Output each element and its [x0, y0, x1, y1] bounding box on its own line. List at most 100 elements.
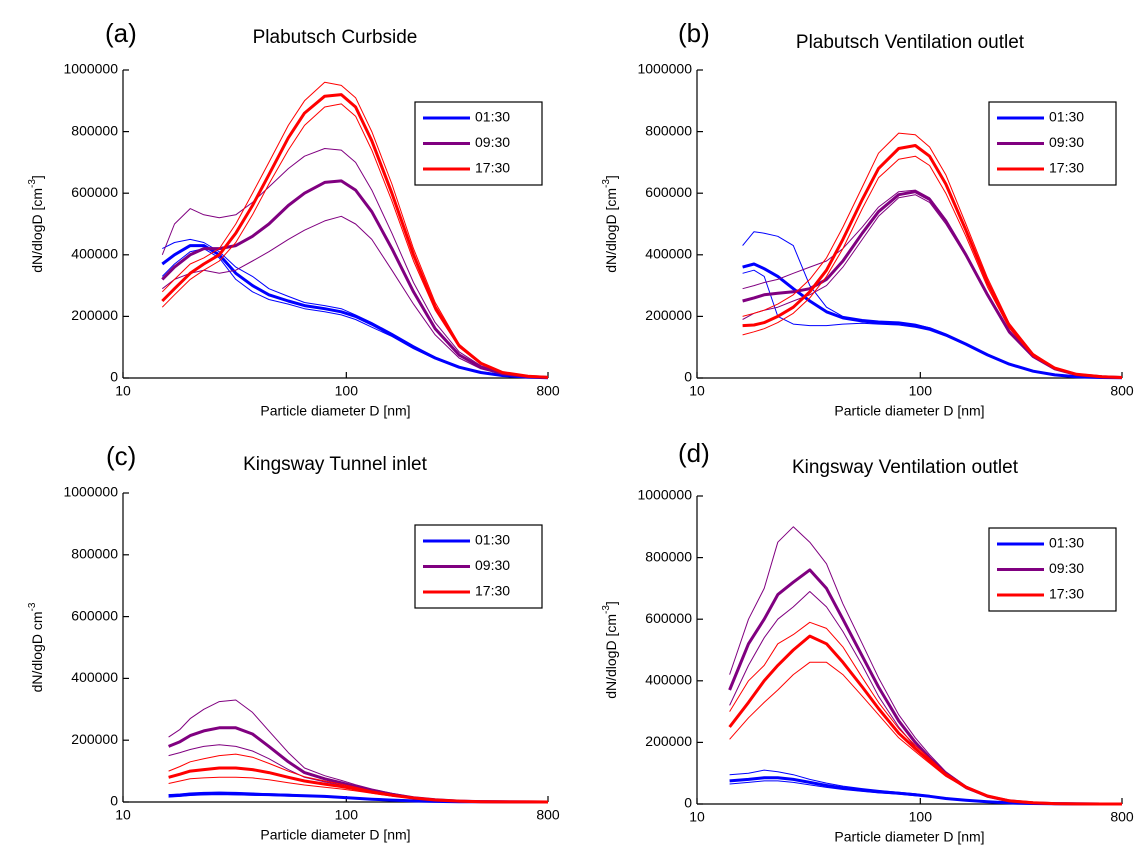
y-tick-label: 1000000 — [63, 61, 118, 77]
legend-label: 01:30 — [475, 109, 510, 125]
y-label-end: ] — [603, 175, 619, 179]
bound-line — [742, 269, 1123, 379]
y-tick-label: 200000 — [645, 733, 692, 749]
bound-line — [729, 661, 1122, 805]
y-tick-label: 400000 — [645, 246, 692, 262]
bound-line — [161, 148, 549, 378]
y-tick-label: 200000 — [645, 307, 692, 323]
panel: (d) Kingsway Ventilation outlet 0 200000 400… — [601, 438, 1134, 845]
y-tick-label: 1000000 — [63, 484, 118, 500]
y-label-end: ] — [603, 601, 619, 605]
x-tick-label: 800 — [1110, 383, 1134, 399]
x-tick-label: 10 — [689, 809, 705, 825]
panel-tag: (d) — [678, 438, 710, 468]
series-line — [168, 766, 549, 804]
y-label-text: dN/dlogD cm — [29, 611, 45, 692]
y-tick-label: 600000 — [71, 607, 118, 623]
y-tick-label: 800000 — [71, 546, 118, 562]
bound-line — [729, 769, 1122, 805]
legend-label: 17:30 — [475, 160, 510, 176]
bound-line — [742, 194, 1123, 379]
panel-title: Plabutsch Curbside — [253, 27, 418, 48]
y-tick-label: 800000 — [645, 122, 692, 138]
series-line — [161, 179, 549, 379]
y-tick-label: 600000 — [645, 184, 692, 200]
legend-box — [414, 101, 543, 186]
y-tick-label: 800000 — [645, 548, 692, 564]
y-tick-label: 400000 — [71, 669, 118, 685]
legend-label: 09:30 — [475, 134, 510, 150]
bound-line — [161, 248, 549, 379]
y-label-text: dN/dlogD [cm — [603, 614, 619, 699]
y-axis-label: dN/dlogD [cm-3] — [601, 175, 619, 273]
panel: (c) Kingsway Tunnel inlet 0 200000 400000 600… — [27, 441, 560, 843]
legend-label: 09:30 — [475, 557, 510, 573]
legend-label: 17:30 — [1049, 160, 1084, 176]
y-label-sup: -3 — [601, 605, 612, 614]
y-tick-label: 400000 — [645, 672, 692, 688]
legend-label: 01:30 — [1049, 535, 1084, 551]
x-axis-label: Particle diameter D [nm] — [260, 827, 410, 843]
panel: (a) Plabutsch Curbside 0 200000 400000 600000… — [27, 18, 560, 419]
bound-line — [729, 621, 1123, 805]
bound-line — [729, 780, 1122, 805]
y-tick-label: 600000 — [645, 610, 692, 626]
y-label-sup: -3 — [27, 179, 38, 188]
y-axis-label: dN/dlogD cm-3 — [27, 602, 45, 692]
y-axis-label: dN/dlogD [cm-3] — [27, 175, 45, 273]
series-line — [742, 144, 1123, 379]
y-label-sup: -3 — [601, 179, 612, 188]
bound-line — [161, 215, 549, 378]
legend-label: 17:30 — [1049, 586, 1084, 602]
x-tick-label: 100 — [335, 807, 359, 823]
y-label-sup: -3 — [27, 602, 38, 611]
y-tick-label: 1000000 — [637, 487, 692, 503]
y-tick-label: 200000 — [71, 731, 118, 747]
y-label-end: ] — [29, 175, 45, 179]
y-tick-label: 0 — [684, 795, 692, 811]
x-tick-label: 800 — [536, 383, 560, 399]
legend: 01:30 09:30 17:30 — [988, 527, 1117, 612]
bound-line — [742, 155, 1123, 379]
x-tick-label: 10 — [115, 807, 131, 823]
legend-label: 01:30 — [1049, 109, 1084, 125]
y-tick-label: 1000000 — [637, 61, 692, 77]
bound-line — [729, 591, 1122, 805]
x-tick-label: 100 — [909, 809, 933, 825]
legend: 01:30 09:30 17:30 — [988, 101, 1117, 186]
y-tick-label: 400000 — [71, 246, 118, 262]
y-tick-label: 0 — [110, 369, 118, 385]
x-tick-label: 800 — [1110, 809, 1134, 825]
x-axis-label: Particle diameter D [nm] — [260, 403, 410, 419]
panel-tag: (a) — [105, 18, 137, 48]
bound-line — [742, 231, 1123, 379]
bound-line — [742, 189, 1123, 378]
x-tick-label: 100 — [909, 383, 933, 399]
y-tick-label: 600000 — [71, 184, 118, 200]
y-tick-label: 200000 — [71, 307, 118, 323]
panel-title: Kingsway Tunnel inlet — [243, 454, 427, 475]
y-label-text: dN/dlogD [cm — [603, 188, 619, 273]
legend-label: 09:30 — [1049, 134, 1084, 150]
x-tick-label: 800 — [536, 807, 560, 823]
series-line — [742, 190, 1123, 379]
x-axis-label: Particle diameter D [nm] — [834, 403, 984, 419]
panel-tag: (c) — [106, 441, 136, 471]
series-line — [742, 262, 1123, 380]
y-tick-label: 800000 — [71, 122, 118, 138]
x-tick-label: 10 — [115, 383, 131, 399]
panel-title: Kingsway Ventilation outlet — [792, 457, 1019, 478]
panel: (b) Plabutsch Ventilation outlet 0 200000 40… — [601, 18, 1134, 419]
panel-tag: (b) — [678, 18, 710, 48]
y-tick-label: 0 — [110, 793, 118, 809]
y-label-text: dN/dlogD [cm — [29, 188, 45, 273]
y-axis-label: dN/dlogD [cm-3] — [601, 601, 619, 699]
series-line — [161, 93, 549, 379]
legend: 01:30 09:30 17:30 — [414, 524, 543, 609]
y-tick-label: 0 — [684, 369, 692, 385]
legend-label: 09:30 — [1049, 560, 1084, 576]
x-tick-label: 10 — [689, 383, 705, 399]
legend-label: 01:30 — [475, 532, 510, 548]
x-tick-label: 100 — [335, 383, 359, 399]
